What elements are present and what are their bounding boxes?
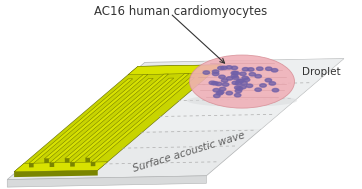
Text: Droplet: Droplet bbox=[302, 67, 340, 77]
Circle shape bbox=[269, 82, 275, 85]
Polygon shape bbox=[70, 162, 75, 167]
Polygon shape bbox=[70, 78, 174, 163]
Circle shape bbox=[226, 91, 232, 95]
Circle shape bbox=[243, 78, 250, 81]
Circle shape bbox=[222, 83, 229, 86]
Circle shape bbox=[219, 75, 225, 79]
Circle shape bbox=[235, 89, 242, 93]
Circle shape bbox=[231, 74, 238, 77]
Circle shape bbox=[212, 70, 219, 73]
Circle shape bbox=[260, 84, 266, 87]
Polygon shape bbox=[7, 59, 344, 180]
Circle shape bbox=[226, 77, 233, 80]
Circle shape bbox=[271, 69, 278, 72]
Polygon shape bbox=[14, 162, 108, 172]
Ellipse shape bbox=[187, 94, 297, 107]
Polygon shape bbox=[29, 79, 133, 163]
Circle shape bbox=[242, 68, 249, 71]
Polygon shape bbox=[91, 162, 95, 166]
Text: AC16 human cardiomyocytes: AC16 human cardiomyocytes bbox=[94, 5, 268, 18]
Circle shape bbox=[219, 87, 226, 91]
Polygon shape bbox=[7, 176, 206, 187]
Circle shape bbox=[214, 94, 220, 98]
Polygon shape bbox=[14, 170, 98, 177]
Circle shape bbox=[241, 81, 247, 85]
Circle shape bbox=[232, 81, 239, 84]
Polygon shape bbox=[14, 65, 222, 172]
Circle shape bbox=[249, 73, 256, 76]
Polygon shape bbox=[91, 78, 194, 162]
Circle shape bbox=[221, 66, 227, 70]
Polygon shape bbox=[128, 65, 222, 75]
Circle shape bbox=[213, 88, 219, 92]
Circle shape bbox=[255, 88, 261, 91]
Circle shape bbox=[236, 79, 243, 83]
Polygon shape bbox=[85, 74, 189, 158]
Circle shape bbox=[255, 74, 261, 78]
Circle shape bbox=[232, 76, 239, 79]
Circle shape bbox=[233, 71, 239, 75]
Circle shape bbox=[215, 82, 222, 86]
Circle shape bbox=[203, 71, 210, 74]
Circle shape bbox=[226, 66, 232, 69]
Text: Surface acoustic wave: Surface acoustic wave bbox=[132, 130, 247, 174]
Circle shape bbox=[231, 66, 237, 70]
Circle shape bbox=[265, 67, 272, 70]
Circle shape bbox=[265, 78, 272, 82]
Circle shape bbox=[209, 81, 216, 84]
Polygon shape bbox=[50, 163, 54, 167]
Circle shape bbox=[235, 82, 241, 85]
Polygon shape bbox=[29, 163, 34, 167]
Circle shape bbox=[272, 88, 279, 92]
Polygon shape bbox=[50, 78, 153, 163]
Circle shape bbox=[242, 76, 248, 80]
Polygon shape bbox=[122, 59, 344, 132]
Circle shape bbox=[212, 72, 219, 76]
Circle shape bbox=[222, 79, 228, 82]
Circle shape bbox=[235, 86, 241, 89]
Circle shape bbox=[240, 85, 246, 89]
Ellipse shape bbox=[190, 55, 295, 108]
Polygon shape bbox=[65, 74, 168, 158]
Circle shape bbox=[237, 79, 244, 83]
Circle shape bbox=[218, 91, 224, 94]
Circle shape bbox=[248, 68, 254, 71]
Circle shape bbox=[216, 92, 223, 95]
Polygon shape bbox=[44, 74, 148, 159]
Circle shape bbox=[257, 67, 263, 70]
Polygon shape bbox=[65, 158, 70, 163]
Circle shape bbox=[231, 71, 238, 75]
Circle shape bbox=[236, 87, 243, 91]
Polygon shape bbox=[44, 159, 49, 163]
Circle shape bbox=[212, 82, 218, 85]
Polygon shape bbox=[85, 158, 90, 162]
Circle shape bbox=[218, 66, 224, 70]
Circle shape bbox=[246, 84, 253, 88]
Circle shape bbox=[240, 72, 246, 76]
Circle shape bbox=[234, 94, 241, 97]
